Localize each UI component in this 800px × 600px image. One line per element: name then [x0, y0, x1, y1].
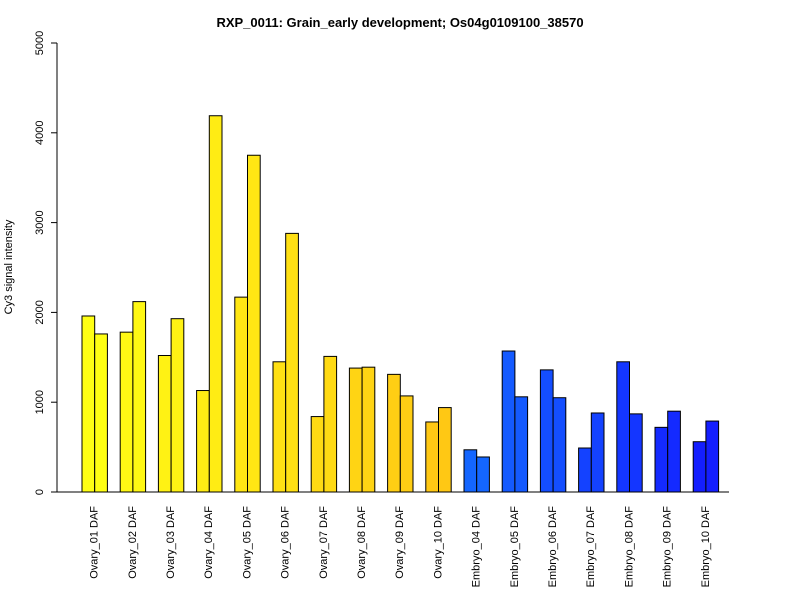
category-label: Ovary_07 DAF — [318, 506, 330, 579]
bar — [654, 426, 669, 493]
y-tick-label: 2000 — [34, 300, 46, 324]
bar — [616, 361, 630, 493]
bar — [132, 301, 147, 493]
y-tick-label: 0 — [34, 489, 46, 495]
bar — [94, 333, 108, 493]
bar — [234, 296, 249, 493]
bar — [667, 410, 681, 493]
bar — [387, 373, 401, 493]
category-label: Ovary_03 DAF — [165, 506, 177, 579]
bar — [272, 361, 287, 493]
bars — [81, 115, 720, 493]
bar — [629, 413, 643, 493]
category-label: Ovary_09 DAF — [394, 506, 406, 579]
bar — [552, 397, 567, 493]
bar — [705, 420, 720, 493]
bar — [399, 395, 414, 493]
category-label: Embryo_09 DAF — [662, 506, 674, 588]
bar — [170, 318, 185, 493]
category-label: Ovary_10 DAF — [432, 506, 444, 579]
bar — [425, 421, 439, 493]
bar — [476, 456, 490, 493]
category-label: Ovary_06 DAF — [280, 506, 292, 579]
chart-title: RXP_0011: Grain_early development; Os04g… — [216, 15, 583, 30]
bar — [208, 115, 223, 493]
y-axis-label: Cy3 signal intensity — [3, 219, 15, 314]
bar — [348, 367, 363, 493]
category-label: Embryo_06 DAF — [547, 506, 559, 588]
bar — [578, 447, 592, 493]
bar — [196, 390, 210, 493]
bar — [247, 154, 261, 493]
category-label: Embryo_10 DAF — [700, 506, 712, 588]
bar — [539, 369, 554, 493]
category-label: Ovary_05 DAF — [241, 506, 253, 579]
y-axis: 0 1000 2000 3000 4000 5000 — [34, 31, 58, 495]
bar — [285, 232, 299, 493]
bar — [157, 355, 172, 493]
bar — [119, 331, 134, 493]
bar — [310, 416, 325, 493]
bar — [590, 412, 605, 493]
bar — [501, 350, 516, 493]
bar — [692, 441, 707, 493]
bar — [323, 355, 338, 493]
category-label: Ovary_08 DAF — [356, 506, 368, 579]
bar — [514, 396, 529, 493]
category-label: Embryo_05 DAF — [509, 506, 521, 588]
category-labels: Ovary_01 DAF Ovary_02 DAF Ovary_03 DAF Ovar… — [89, 506, 712, 588]
category-label: Embryo_08 DAF — [623, 506, 635, 588]
y-tick-label: 4000 — [34, 121, 46, 145]
y-tick-label: 3000 — [34, 210, 46, 234]
category-label: Embryo_07 DAF — [585, 506, 597, 588]
y-tick-label: 5000 — [34, 31, 46, 55]
category-label: Ovary_04 DAF — [203, 506, 215, 579]
bar — [81, 315, 96, 493]
bar — [361, 366, 376, 493]
y-tick-label: 1000 — [34, 390, 46, 414]
bar — [463, 449, 478, 493]
category-label: Ovary_02 DAF — [127, 506, 139, 579]
category-label: Embryo_04 DAF — [471, 506, 483, 588]
category-label: Ovary_01 DAF — [89, 506, 101, 579]
bar — [438, 407, 452, 493]
